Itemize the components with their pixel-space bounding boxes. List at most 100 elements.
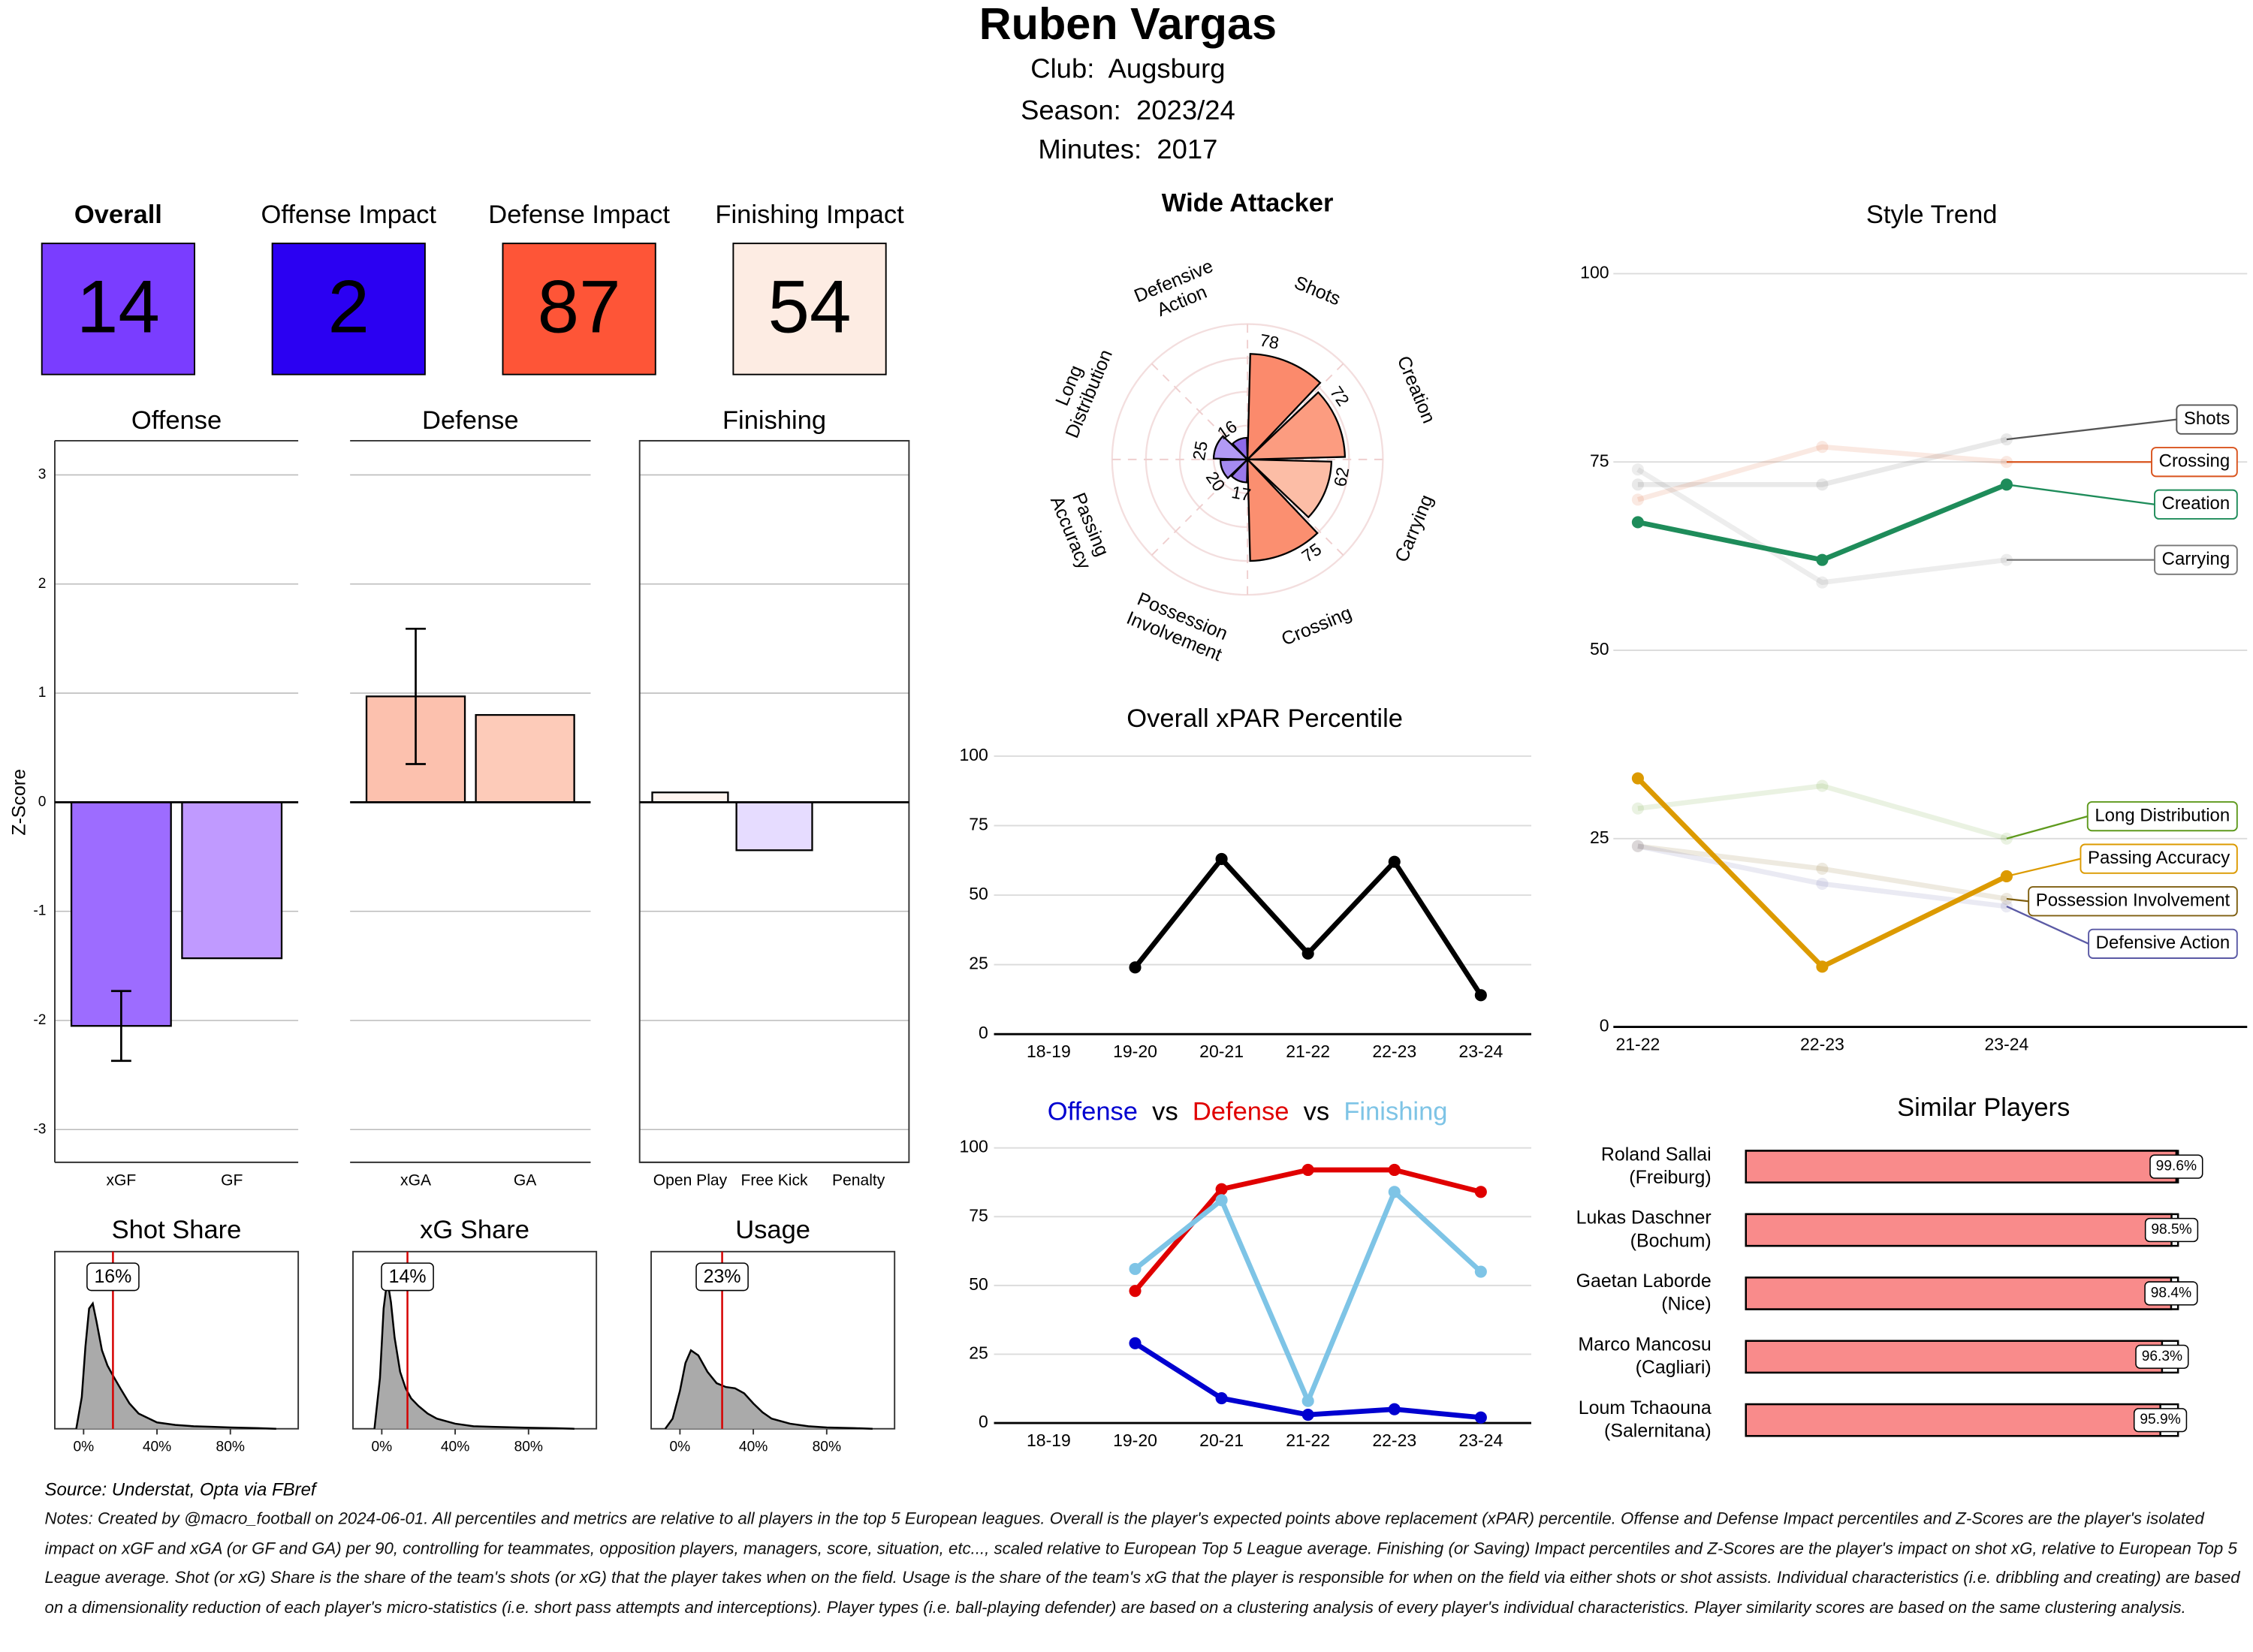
bar: [1745, 1150, 2178, 1183]
error-bar: [110, 990, 131, 1063]
series-point: [1301, 1394, 1314, 1407]
notes: Notes: Created by @macro_football on 202…: [44, 1509, 2240, 1617]
minutes: Minutes: 2017: [1038, 134, 1217, 164]
panel-title: Defense: [422, 406, 519, 435]
x-tick-label: Open Play: [653, 1171, 728, 1189]
error-bar: [406, 627, 426, 765]
y-tick-label: 75: [969, 1205, 988, 1225]
notes-box: Notes: Created by @macro_football on 202…: [44, 1509, 2240, 1617]
y-tick-label: -1: [33, 903, 46, 919]
source: Source: Understat, Opta via FBref: [45, 1480, 318, 1500]
y-tick-label: 75: [969, 815, 988, 834]
density-curve: [664, 1349, 873, 1430]
label-connector: [2006, 484, 2155, 505]
value-label: 17: [1230, 482, 1253, 505]
x-tick-label: 22-23: [1372, 1430, 1416, 1450]
x-tick-label: 23-24: [1985, 1035, 2029, 1054]
y-tick-label: 25: [969, 954, 988, 973]
tile: [271, 243, 426, 375]
club: Club: Augsburg: [1030, 53, 1225, 84]
chart-title: Style Trend: [1866, 200, 1998, 229]
label-connector: [2006, 897, 2029, 903]
category-label: Loum Tchaouna (Salernitana): [1579, 1397, 1712, 1441]
legend-label: Possession Involvement: [2036, 891, 2230, 911]
x-tick-label: 80%: [514, 1439, 543, 1455]
polar-bar: [1246, 353, 1322, 462]
bar: [181, 801, 283, 960]
x-tick-label: 80%: [813, 1439, 841, 1455]
chart-title: Offense vs Defense vs Finishing: [1048, 1098, 1448, 1126]
panel-title: Shot Share: [112, 1216, 242, 1244]
y-tick-label: 100: [959, 1137, 988, 1156]
y-tick-label: 0: [38, 794, 47, 809]
value-label-box: [2144, 1217, 2199, 1243]
y-tick-label: 0: [979, 1023, 988, 1042]
end-label: Crossing: [2006, 447, 2238, 478]
tile-label: Defense Impact: [488, 200, 670, 229]
x-tick-label: 20-21: [1199, 1430, 1244, 1450]
y-tick-label: 3: [38, 466, 47, 482]
series-point: [1215, 852, 1228, 865]
tile: [502, 243, 656, 375]
value-label: 78: [1258, 330, 1280, 353]
series-point: [1816, 779, 1829, 792]
bar: [651, 791, 729, 803]
legend-label: Shots: [2184, 408, 2230, 429]
polar-bar: [1230, 457, 1249, 484]
legend-label: Carrying: [2162, 549, 2230, 569]
category-label: Roland Sallai (Freiburg): [1601, 1144, 1712, 1188]
legend-label: Creation: [2162, 493, 2230, 514]
series-point: [1215, 1183, 1228, 1195]
bar: [1745, 1340, 2164, 1374]
x-tick-label: 22-23: [1800, 1035, 1844, 1054]
y-tick-label: 50: [1590, 639, 1609, 659]
series-line: [1637, 843, 2007, 902]
x-tick-label: 40%: [143, 1439, 171, 1455]
end-label: Shots: [2006, 404, 2238, 441]
value-label: 25: [1189, 439, 1211, 462]
value-label: 98.5%: [2151, 1222, 2191, 1237]
series-line: [1636, 444, 2007, 502]
series-line: [1637, 843, 2007, 909]
tile-value: 54: [768, 266, 852, 349]
y-tick-label: -3: [33, 1121, 46, 1137]
y-tick-label: 50: [969, 1274, 988, 1294]
end-label: Creation: [2006, 484, 2238, 520]
y-tick-label: 75: [1590, 451, 1609, 470]
label-connector: [2006, 858, 2081, 878]
player-name: Ruben Vargas: [979, 0, 1277, 49]
chart-title: Wide Attacker: [1162, 188, 1334, 217]
series-point: [1631, 516, 1644, 529]
series-point: [1816, 478, 1829, 491]
series-point: [1631, 840, 1644, 852]
y-tick-label: 25: [1590, 828, 1609, 847]
x-tick-label: 40%: [441, 1439, 469, 1455]
x-tick-label: 18-19: [1027, 1430, 1071, 1450]
marker-label-box: [86, 1262, 140, 1292]
bar: [1745, 1403, 2161, 1437]
x-tick-label: xGA: [400, 1171, 432, 1189]
series-point: [1301, 1408, 1314, 1421]
value-label: 99.6%: [2156, 1159, 2197, 1174]
density-curve: [75, 1301, 276, 1430]
polar-bar: [1231, 436, 1249, 462]
series-point: [1388, 1163, 1401, 1177]
marker-label: 23%: [704, 1266, 741, 1287]
marker-label-box: [695, 1262, 749, 1292]
series-point: [1631, 772, 1644, 785]
polar-bar: [1245, 458, 1333, 519]
value-label: 95.9%: [2140, 1412, 2180, 1427]
chart-title: Similar Players: [1897, 1093, 2070, 1122]
value-label-box: [2149, 1154, 2203, 1179]
end-label: Defensive Action: [2006, 906, 2238, 959]
series-point: [1816, 960, 1829, 973]
marker-label: 16%: [94, 1266, 131, 1287]
x-tick-label: 21-22: [1286, 1430, 1330, 1450]
series-point: [1388, 1403, 1401, 1415]
y-tick-label: 100: [959, 745, 988, 764]
tile: [732, 243, 887, 375]
series-point: [1816, 877, 1829, 891]
tile: [41, 243, 195, 375]
